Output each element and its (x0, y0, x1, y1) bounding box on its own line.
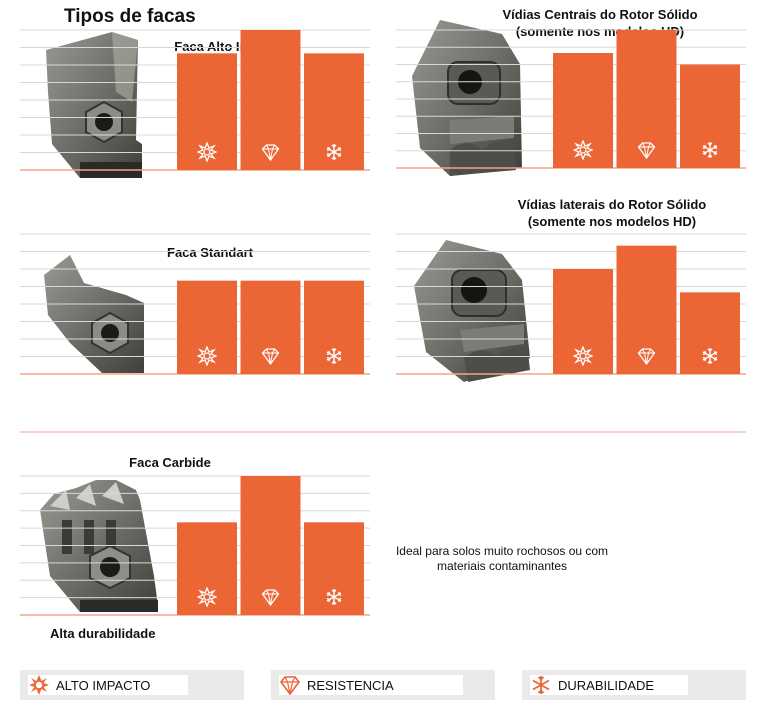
legend-item-durabilidade: DURABILIDADE (522, 670, 746, 700)
bar-alto-impacto (177, 280, 237, 374)
chart-panel-5 (20, 475, 370, 616)
impact-burst-icon (29, 675, 49, 695)
vidia-lateral-photo (414, 240, 530, 382)
chart-panel-2 (396, 29, 746, 169)
diamond-icon (279, 676, 301, 696)
panel-title-line1: Faca Carbide (129, 455, 211, 470)
bar-alto-impacto (177, 522, 237, 615)
bars-layer (20, 29, 746, 616)
bar-alto-impacto (553, 269, 613, 374)
legend-label: DURABILIDADE (558, 677, 655, 693)
legend-item-resistencia: RESISTENCIA (271, 670, 495, 700)
bar-resistencia (616, 30, 677, 168)
panel-title-line1: Faca Standart (167, 245, 253, 260)
chart-panel-1 (20, 29, 370, 171)
panel-title-line2: (somente nos modelos HD) (527, 214, 697, 229)
description-note-line2: materiais contaminantes (436, 559, 568, 573)
chart-panel-4 (396, 233, 746, 375)
caption-alta-durabilidade: Alta durabilidade (50, 626, 156, 641)
panel-title-standart: Faca Standart (110, 244, 310, 261)
panel-title-vidias-laterais: Vídias laterais do Rotor Sólido (somente… (442, 196, 779, 230)
bar-resistencia (240, 280, 301, 374)
faca-alto-impacto-photo (46, 32, 142, 178)
chart-panel-3 (20, 233, 370, 375)
bar-resistencia (240, 30, 301, 170)
faca-standart-photo (44, 255, 144, 373)
vidia-central-photo (412, 20, 522, 176)
panel-title-line1: Vídias Centrais do Rotor Sólido (502, 7, 698, 22)
description-note-line1: Ideal para solos muito rochosos ou com (395, 544, 609, 558)
panel-title-line1: Vídias laterais do Rotor Sólido (517, 197, 707, 212)
bar-alto-impacto (553, 53, 613, 168)
description-note: Ideal para solos muito rochosos ou com m… (382, 544, 622, 574)
legend-label: ALTO IMPACTO (56, 677, 151, 693)
snowflake-icon (532, 676, 550, 694)
panel-title-carbide: Faca Carbide (70, 454, 270, 471)
legend-item-alto-impacto: ALTO IMPACTO (20, 670, 244, 700)
legend-label: RESISTENCIA (307, 677, 394, 693)
bar-resistencia (616, 245, 677, 374)
page-title: Tipos de facas (64, 6, 196, 27)
bar-resistencia (240, 476, 301, 615)
bar-alto-impacto (177, 53, 237, 171)
